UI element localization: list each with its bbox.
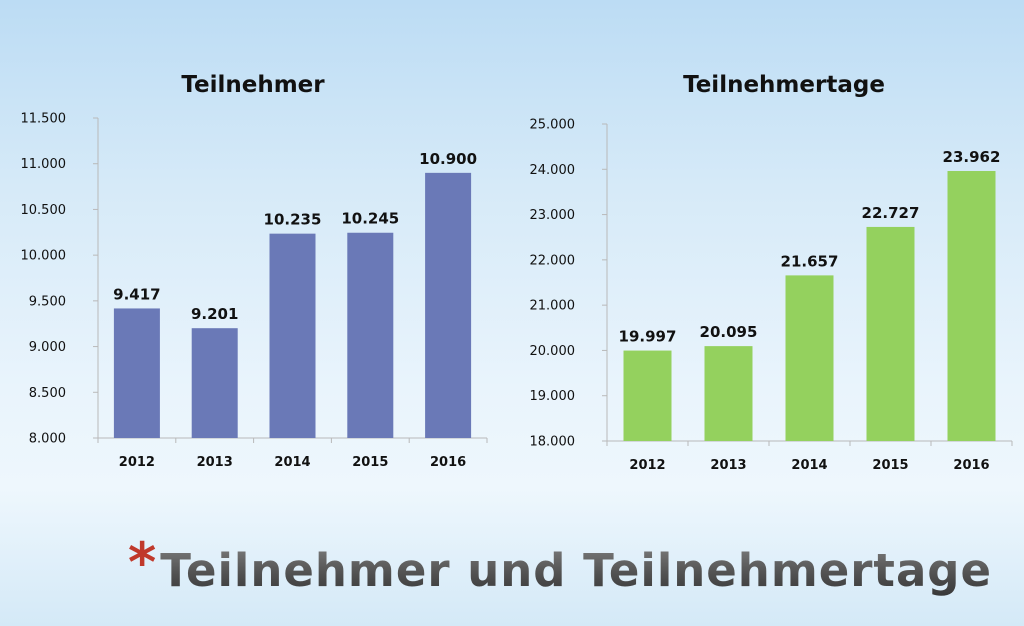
x-tick-label-2013: 2013: [710, 458, 746, 473]
chart-teilnehmertage: Teilnehmertage 18.000 19.000 20.000 21.000 22…: [530, 72, 1013, 473]
bar-2013: [704, 346, 753, 441]
y-tick-label: 9.500: [29, 294, 66, 309]
bar-2015: [866, 226, 915, 441]
y-tick-label: 24.000: [530, 163, 576, 178]
bar-2014: [269, 233, 316, 438]
data-label-2012: 19.997: [619, 328, 677, 346]
data-label-2016: 10.900: [419, 150, 477, 168]
y-tick-label: 8.000: [29, 432, 66, 447]
y-tick-label: 11.500: [21, 112, 67, 127]
data-label-2013: 20.095: [700, 323, 758, 341]
bar-2014: [785, 275, 834, 441]
y-tick-label: 8.500: [29, 386, 66, 401]
y-tick-label: 10.000: [21, 249, 67, 264]
y-tick-label: 18.000: [530, 435, 576, 450]
x-tick-label-2014: 2014: [791, 458, 827, 473]
data-label-2012: 9.417: [113, 285, 160, 303]
chart-title: Teilnehmer: [181, 72, 325, 98]
data-label-2014: 10.235: [264, 211, 322, 229]
y-tick-label: 10.500: [21, 203, 67, 218]
chart-teilnehmer: Teilnehmer 8.000 8.500 9.000 9.500 10.000 10.5…: [21, 72, 488, 470]
y-tick-label: 22.000: [530, 253, 576, 268]
x-tick-label-2012: 2012: [119, 455, 155, 470]
bar-2016: [425, 172, 472, 438]
data-label-2013: 9.201: [191, 305, 238, 323]
x-tick-label-2013: 2013: [197, 455, 233, 470]
y-tick-label: 20.000: [530, 344, 576, 359]
x-tick-label-2012: 2012: [629, 458, 665, 473]
y-tick-label: 19.000: [530, 389, 576, 404]
bar-2015: [347, 232, 394, 438]
y-tick-label: 25.000: [530, 118, 576, 133]
slide-title-text: Teilnehmer und Teilnehmertage: [160, 536, 992, 606]
bar-2012: [113, 308, 160, 438]
x-tick-label-2015: 2015: [352, 455, 388, 470]
bar-2013: [191, 328, 238, 438]
data-label-2014: 21.657: [781, 252, 839, 270]
title-asterisk-icon: *: [128, 531, 157, 594]
y-tick-label: 9.000: [29, 340, 66, 355]
data-label-2015: 10.245: [341, 210, 399, 228]
chart-title: Teilnehmertage: [683, 72, 885, 98]
bar-2016: [947, 171, 996, 441]
y-tick-label: 11.000: [21, 157, 67, 172]
slide-title: * Teilnehmer und Teilnehmertage: [128, 536, 992, 626]
x-tick-label-2015: 2015: [872, 458, 908, 473]
x-tick-label-2014: 2014: [274, 455, 310, 470]
y-tick-label: 23.000: [530, 208, 576, 223]
bar-2012: [623, 350, 672, 441]
data-label-2016: 23.962: [943, 148, 1001, 166]
data-label-2015: 22.727: [862, 204, 920, 222]
y-tick-label: 21.000: [530, 299, 576, 314]
x-tick-label-2016: 2016: [430, 455, 466, 470]
x-tick-label-2016: 2016: [953, 458, 989, 473]
